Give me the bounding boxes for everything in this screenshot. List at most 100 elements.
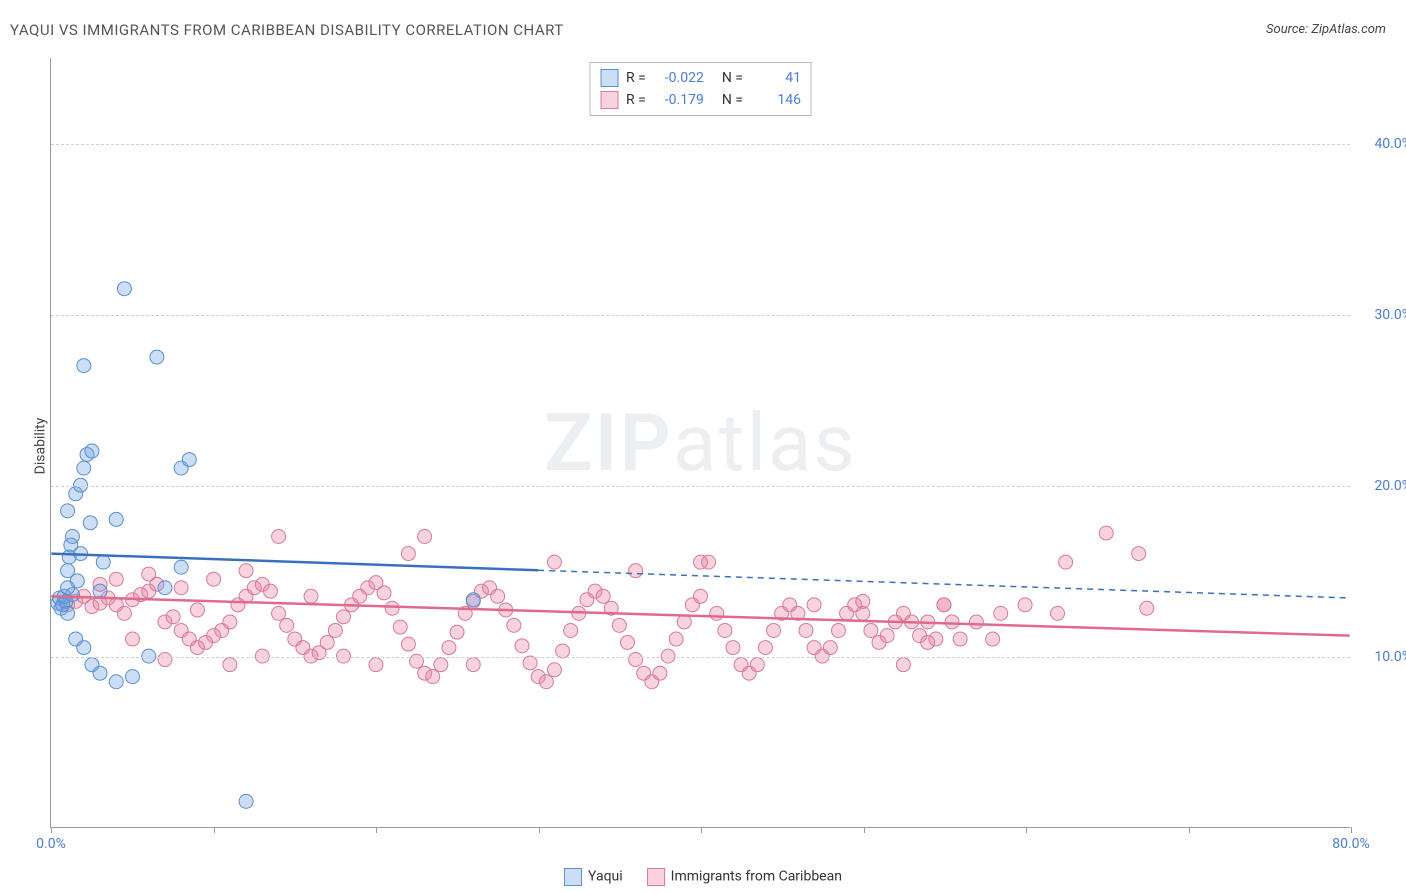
data-point-caribbean <box>1132 547 1146 561</box>
x-tick <box>1351 827 1352 833</box>
data-point-yaqui <box>77 359 91 373</box>
data-point-caribbean <box>953 632 967 646</box>
data-point-caribbean <box>677 615 691 629</box>
data-point-caribbean <box>304 589 318 603</box>
data-point-caribbean <box>896 658 910 672</box>
data-point-caribbean <box>750 658 764 672</box>
x-tick <box>864 827 865 833</box>
data-point-caribbean <box>831 623 845 637</box>
legend-swatch <box>564 868 582 886</box>
r-value: -0.022 <box>654 70 704 86</box>
gridline <box>51 657 1350 658</box>
data-point-yaqui <box>65 529 79 543</box>
data-point-caribbean <box>596 589 610 603</box>
n-label: N = <box>722 92 743 108</box>
chart-area: ZIPatlas R =-0.022N =41R =-0.179N =146 1… <box>50 58 1350 828</box>
data-point-caribbean <box>401 547 415 561</box>
data-point-caribbean <box>190 603 204 617</box>
data-point-caribbean <box>442 641 456 655</box>
data-point-caribbean <box>994 606 1008 620</box>
data-point-caribbean <box>491 589 505 603</box>
y-axis-label: Disability <box>32 418 48 475</box>
data-point-caribbean <box>434 658 448 672</box>
data-point-caribbean <box>620 635 634 649</box>
data-point-caribbean <box>694 555 708 569</box>
data-point-caribbean <box>328 623 342 637</box>
data-point-caribbean <box>653 666 667 680</box>
data-point-caribbean <box>823 641 837 655</box>
data-point-caribbean <box>523 656 537 670</box>
x-tick <box>701 827 702 833</box>
data-point-caribbean <box>507 618 521 632</box>
data-point-caribbean <box>726 641 740 655</box>
data-point-caribbean <box>937 598 951 612</box>
data-point-caribbean <box>223 615 237 629</box>
data-point-yaqui <box>174 560 188 574</box>
gridline <box>51 144 1350 145</box>
data-point-caribbean <box>125 632 139 646</box>
data-point-yaqui <box>83 516 97 530</box>
data-point-caribbean <box>515 639 529 653</box>
x-tick <box>376 827 377 833</box>
data-point-caribbean <box>986 632 1000 646</box>
n-value: 41 <box>751 70 801 86</box>
r-label: R = <box>626 70 646 86</box>
data-point-yaqui <box>239 794 253 808</box>
n-label: N = <box>722 70 743 86</box>
r-value: -0.179 <box>654 92 704 108</box>
x-tick <box>51 827 52 833</box>
data-point-caribbean <box>929 632 943 646</box>
data-point-yaqui <box>96 555 110 569</box>
data-point-caribbean <box>1099 526 1113 540</box>
chart-title: YAQUI VS IMMIGRANTS FROM CARIBBEAN DISAB… <box>10 21 564 39</box>
gridline <box>51 315 1350 316</box>
data-point-caribbean <box>547 663 561 677</box>
data-point-caribbean <box>418 529 432 543</box>
data-point-caribbean <box>401 637 415 651</box>
legend-item: Immigrants from Caribbean <box>647 868 842 886</box>
data-point-caribbean <box>239 564 253 578</box>
data-point-caribbean <box>710 606 724 620</box>
data-point-caribbean <box>142 567 156 581</box>
data-point-caribbean <box>377 586 391 600</box>
data-point-caribbean <box>629 564 643 578</box>
x-tick <box>1026 827 1027 833</box>
data-point-caribbean <box>336 610 350 624</box>
source-label: Source: ZipAtlas.com <box>1266 22 1386 37</box>
data-point-caribbean <box>694 589 708 603</box>
data-point-caribbean <box>799 623 813 637</box>
data-point-caribbean <box>969 615 983 629</box>
legend-row: R = -0.022 N = 41 <box>600 67 801 89</box>
y-tick-label: 40.0% <box>1356 136 1406 152</box>
data-point-caribbean <box>718 623 732 637</box>
data-point-caribbean <box>272 529 286 543</box>
data-point-yaqui <box>109 675 123 689</box>
data-point-caribbean <box>1140 601 1154 615</box>
data-point-caribbean <box>767 623 781 637</box>
legend-label: Yaqui <box>588 869 623 885</box>
data-point-yaqui <box>93 584 107 598</box>
data-point-yaqui <box>182 453 196 467</box>
data-point-caribbean <box>320 635 334 649</box>
y-tick-label: 30.0% <box>1356 307 1406 323</box>
data-point-caribbean <box>272 606 286 620</box>
data-point-caribbean <box>807 598 821 612</box>
data-point-yaqui <box>150 350 164 364</box>
data-point-caribbean <box>223 658 237 672</box>
data-point-caribbean <box>109 572 123 586</box>
y-tick-label: 10.0% <box>1356 649 1406 665</box>
data-point-caribbean <box>450 625 464 639</box>
data-point-yaqui <box>61 504 75 518</box>
legend-swatch <box>600 69 618 87</box>
data-point-caribbean <box>1059 555 1073 569</box>
series-legend: Yaqui Immigrants from Caribbean <box>564 868 842 886</box>
x-tick <box>1189 827 1190 833</box>
data-point-caribbean <box>369 658 383 672</box>
data-point-caribbean <box>263 584 277 598</box>
data-point-caribbean <box>864 623 878 637</box>
x-tick-label: 0.0% <box>36 836 66 852</box>
gridline <box>51 486 1350 487</box>
data-point-caribbean <box>556 644 570 658</box>
data-point-yaqui <box>61 606 75 620</box>
data-point-caribbean <box>669 632 683 646</box>
